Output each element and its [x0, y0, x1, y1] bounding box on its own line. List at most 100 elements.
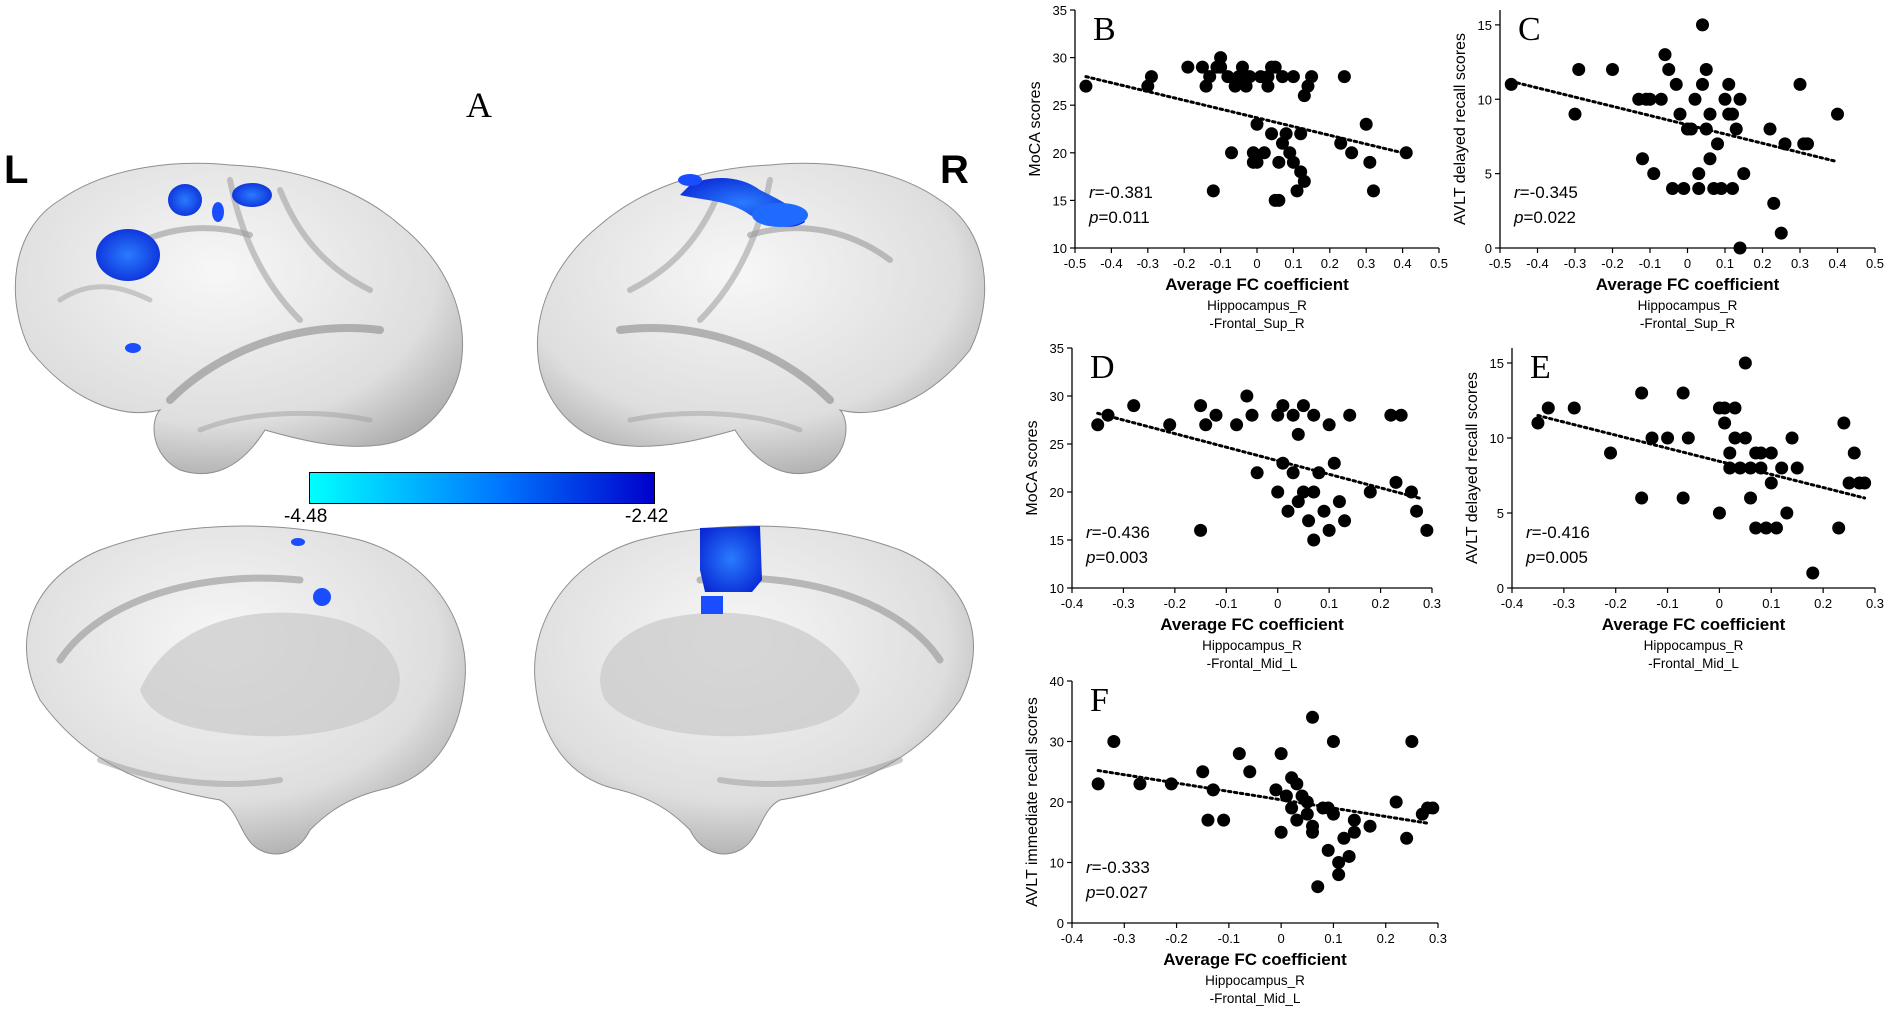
y-axis-label: AVLT delayed recall scores — [1464, 372, 1481, 564]
panel-label: F — [1090, 682, 1109, 719]
x-tick-label: -0.4 — [1501, 596, 1523, 611]
data-point — [1389, 475, 1403, 489]
data-point — [1091, 777, 1105, 791]
y-tick-label: 10 — [1050, 856, 1064, 871]
scatter-svg-e: -0.4 -0.3 -0.2 -0.1 0 0.1 0.2 0.3 0 5 10 15 Er=-0.41… — [1464, 348, 1884, 671]
data-point — [1688, 92, 1702, 106]
data-point — [1101, 408, 1115, 422]
data-point — [1759, 521, 1773, 535]
y-tick-label: 30 — [1050, 735, 1064, 750]
data-point — [1635, 491, 1649, 505]
data-point — [1290, 813, 1304, 827]
left-lateral-surface — [14, 162, 463, 475]
right-hemisphere-label: R — [940, 148, 969, 192]
x-tick-label: 0.3 — [1791, 256, 1809, 271]
data-point — [1643, 92, 1657, 106]
x-tick-label: -0.5 — [1489, 256, 1511, 271]
data-point — [1317, 504, 1331, 518]
data-point — [1847, 446, 1861, 460]
data-point — [1785, 431, 1799, 445]
data-point — [1181, 60, 1195, 74]
y-tick-label: 15 — [1490, 356, 1504, 371]
data-point — [1311, 880, 1325, 894]
x-axis-sublabel: Hippocampus_R — [1644, 638, 1744, 653]
data-point — [1265, 127, 1279, 141]
r-annotation: r=-0.381 — [1089, 183, 1153, 202]
x-axis-sublabel: Hippocampus_R — [1205, 973, 1305, 988]
data-point — [1729, 122, 1743, 136]
panel-label-a: A — [466, 85, 492, 125]
data-point — [1300, 807, 1314, 821]
data-point — [1332, 856, 1346, 869]
cluster-left-small — [212, 202, 224, 222]
data-point — [1196, 765, 1210, 779]
x-tick-label: -0.4 — [1100, 256, 1122, 271]
data-point — [1806, 566, 1820, 580]
data-point — [1763, 122, 1777, 136]
x-tick-label: -0.2 — [1173, 256, 1195, 271]
data-point — [1764, 446, 1778, 460]
y-tick-label: 30 — [1050, 389, 1064, 404]
data-point — [1243, 70, 1257, 84]
data-point — [1225, 146, 1239, 160]
x-axis-label: Average FC coefficient — [1602, 615, 1786, 634]
x-tick-label: 0 — [1716, 596, 1723, 611]
data-point — [1684, 122, 1698, 136]
data-point — [1274, 825, 1288, 839]
brain-surfaces-svg — [14, 162, 986, 855]
data-point — [1195, 60, 1209, 74]
data-point — [1764, 476, 1778, 490]
data-point — [1279, 789, 1293, 803]
x-tick-label: 0.2 — [1753, 256, 1771, 271]
cluster-left-superior — [168, 184, 202, 216]
data-point — [1363, 819, 1377, 833]
data-point — [1696, 77, 1709, 91]
data-point — [1661, 431, 1675, 445]
y-tick-label: 30 — [1053, 51, 1067, 66]
y-tick-label: 40 — [1050, 674, 1064, 689]
x-tick-label: -0.3 — [1137, 256, 1159, 271]
data-point — [1214, 60, 1228, 74]
data-point — [1276, 399, 1290, 413]
data-point — [1133, 777, 1147, 791]
data-point — [1268, 60, 1282, 74]
data-point — [1793, 77, 1807, 91]
trend-line — [1084, 75, 1405, 155]
data-point — [1394, 408, 1408, 422]
data-point — [1127, 399, 1141, 413]
panel-label: B — [1093, 11, 1116, 48]
data-point — [1677, 182, 1691, 195]
y-tick-label: 20 — [1050, 485, 1064, 500]
y-tick-label: 10 — [1050, 581, 1064, 596]
data-point — [1749, 521, 1763, 535]
x-axis-sublabel: Hippocampus_R — [1207, 298, 1307, 313]
panel-label: C — [1518, 11, 1541, 48]
data-point — [1217, 813, 1231, 827]
x-tick-label: 0.1 — [1716, 256, 1734, 271]
y-tick-label: 0 — [1057, 916, 1064, 931]
data-point — [1363, 485, 1377, 499]
data-point — [1285, 801, 1299, 815]
data-point — [1240, 389, 1254, 403]
data-point — [1296, 485, 1310, 499]
data-point — [1767, 196, 1781, 210]
right-medial-surface — [534, 525, 974, 855]
data-point — [1733, 461, 1747, 475]
data-point — [1769, 521, 1783, 535]
x-tick-label: -0.2 — [1164, 596, 1186, 611]
data-point — [1718, 92, 1732, 106]
scatter-panel-b: -0.5 -0.4 -0.3 -0.2 -0.1 0 0.1 0.2 0.3 0.4 0.5 10 15… — [1000, 0, 1448, 335]
y-tick-label: 20 — [1050, 795, 1064, 810]
data-point — [1291, 427, 1305, 441]
r-annotation: r=-0.436 — [1086, 523, 1150, 542]
data-point — [1334, 136, 1348, 150]
data-point — [1271, 408, 1285, 422]
data-point — [1399, 146, 1413, 160]
data-point — [1245, 408, 1259, 422]
data-point — [1322, 418, 1336, 432]
y-axis-label: AVLT immediate recall scores — [1024, 697, 1041, 907]
p-annotation: p=0.011 — [1088, 208, 1150, 227]
data-point — [1307, 485, 1321, 499]
x-tick-label: 0 — [1253, 256, 1260, 271]
